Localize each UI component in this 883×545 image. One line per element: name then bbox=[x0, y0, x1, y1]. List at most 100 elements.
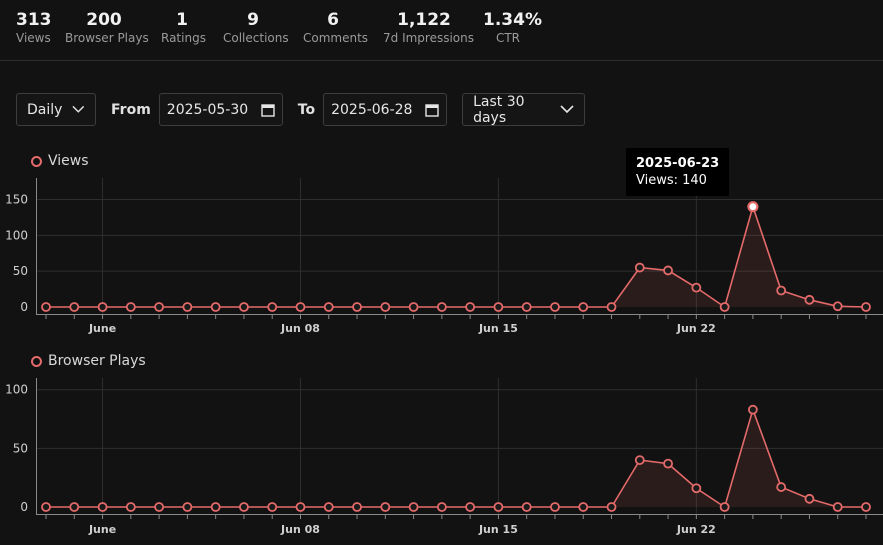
data-point[interactable] bbox=[804, 294, 815, 305]
views-chart[interactable]: 0 50 100 150 June Jun 08 Jun 15 Jun 22 bbox=[0, 170, 883, 345]
x-tick-label: June bbox=[88, 322, 116, 335]
series-area bbox=[46, 206, 866, 307]
data-point[interactable] bbox=[634, 455, 645, 465]
data-point[interactable] bbox=[352, 502, 362, 512]
data-point[interactable] bbox=[352, 302, 362, 312]
data-point[interactable] bbox=[832, 301, 843, 312]
data-point[interactable] bbox=[550, 502, 560, 512]
stat-value: 6 bbox=[327, 10, 339, 30]
data-point[interactable] bbox=[436, 302, 447, 312]
stat-views: 313 Views bbox=[10, 0, 54, 46]
x-tick-label: Jun 15 bbox=[478, 322, 518, 335]
data-point[interactable] bbox=[719, 302, 730, 312]
y-tick-label: 50 bbox=[13, 441, 28, 455]
calendar-icon[interactable] bbox=[425, 103, 439, 117]
from-date-input[interactable]: 2025-05-30 bbox=[158, 93, 283, 126]
data-point[interactable] bbox=[719, 502, 730, 512]
data-point[interactable] bbox=[267, 502, 278, 512]
data-point[interactable] bbox=[210, 302, 221, 312]
chart-controls: Daily From 2025-05-30 To 2025-06-28 Last… bbox=[16, 92, 586, 127]
data-point[interactable] bbox=[578, 302, 589, 312]
data-point[interactable] bbox=[747, 201, 759, 213]
data-point[interactable] bbox=[691, 282, 702, 293]
data-point[interactable] bbox=[521, 302, 532, 312]
data-point[interactable] bbox=[408, 502, 419, 512]
calendar-icon[interactable] bbox=[261, 103, 275, 117]
data-point[interactable] bbox=[41, 502, 51, 512]
data-point[interactable] bbox=[182, 502, 193, 512]
data-point[interactable] bbox=[125, 502, 136, 512]
data-point[interactable] bbox=[380, 502, 391, 512]
data-point[interactable] bbox=[436, 502, 447, 512]
data-point[interactable] bbox=[550, 302, 560, 312]
data-point[interactable] bbox=[747, 404, 758, 415]
from-date-value: 2025-05-30 bbox=[166, 101, 249, 118]
data-point[interactable] bbox=[493, 502, 504, 512]
x-tick-label: Jun 08 bbox=[280, 523, 320, 536]
browser-plays-chart[interactable]: 0 50 100 June Jun 08 Jun 15 Jun 22 bbox=[0, 370, 883, 545]
range-select[interactable]: Last 30 days bbox=[462, 93, 586, 126]
data-point[interactable] bbox=[323, 302, 334, 312]
stat-browser-plays: 200 Browser Plays bbox=[59, 0, 149, 46]
chevron-down-icon bbox=[72, 105, 85, 113]
stat-collections: 9 Collections bbox=[217, 0, 289, 46]
stat-value: 200 bbox=[86, 10, 122, 30]
y-tick-label: 150 bbox=[5, 193, 28, 207]
data-point[interactable] bbox=[41, 302, 51, 312]
data-point[interactable] bbox=[97, 502, 108, 512]
data-point[interactable] bbox=[663, 265, 673, 276]
data-point[interactable] bbox=[182, 302, 193, 312]
stat-ratings: 1 Ratings bbox=[155, 0, 209, 46]
data-point[interactable] bbox=[776, 482, 787, 492]
data-point[interactable] bbox=[861, 502, 871, 512]
data-point[interactable] bbox=[663, 458, 673, 469]
stat-value: 313 bbox=[16, 10, 52, 30]
data-point[interactable] bbox=[691, 483, 702, 494]
chevron-down-icon bbox=[560, 105, 574, 114]
interval-select[interactable]: Daily bbox=[16, 93, 96, 126]
y-tick-label: 100 bbox=[5, 228, 28, 242]
data-point[interactable] bbox=[465, 302, 476, 312]
data-point[interactable] bbox=[154, 302, 165, 312]
data-point[interactable] bbox=[69, 502, 80, 512]
views-legend[interactable]: Views bbox=[31, 153, 89, 169]
data-point[interactable] bbox=[861, 302, 871, 312]
data-point[interactable] bbox=[154, 502, 165, 512]
x-tick-label: June bbox=[88, 523, 116, 536]
data-point[interactable] bbox=[295, 302, 306, 312]
x-tick-label: Jun 08 bbox=[280, 322, 320, 335]
data-point[interactable] bbox=[69, 302, 80, 312]
x-tick-label: Jun 22 bbox=[676, 322, 716, 335]
data-point[interactable] bbox=[125, 302, 136, 312]
data-point[interactable] bbox=[521, 502, 532, 512]
data-point[interactable] bbox=[295, 502, 306, 512]
data-point[interactable] bbox=[606, 302, 617, 312]
data-point[interactable] bbox=[97, 302, 108, 312]
data-point[interactable] bbox=[465, 502, 476, 512]
data-point[interactable] bbox=[634, 262, 645, 273]
chart-tooltip: 2025-06-23 Views: 140 bbox=[626, 148, 730, 196]
x-tick-label: Jun 22 bbox=[676, 523, 716, 536]
data-point[interactable] bbox=[267, 302, 278, 312]
to-date-value: 2025-06-28 bbox=[331, 101, 413, 118]
to-date-input[interactable]: 2025-06-28 bbox=[323, 93, 448, 126]
data-point[interactable] bbox=[606, 502, 617, 512]
stat-label: Views bbox=[16, 31, 51, 45]
data-point[interactable] bbox=[380, 302, 391, 312]
y-tick-label: 100 bbox=[5, 383, 28, 397]
data-point[interactable] bbox=[804, 493, 815, 504]
data-point[interactable] bbox=[210, 502, 221, 512]
data-point[interactable] bbox=[239, 502, 249, 512]
data-point[interactable] bbox=[323, 502, 334, 512]
data-point[interactable] bbox=[493, 302, 504, 312]
data-point[interactable] bbox=[578, 502, 589, 512]
data-point[interactable] bbox=[776, 285, 787, 296]
data-point[interactable] bbox=[408, 302, 419, 312]
browser-plays-legend[interactable]: Browser Plays bbox=[31, 353, 146, 369]
y-tick-label: 50 bbox=[13, 264, 28, 278]
stat-value: 1.34% bbox=[483, 10, 542, 30]
legend-label: Browser Plays bbox=[48, 353, 146, 369]
stat-value: 1,122 bbox=[397, 10, 451, 30]
data-point[interactable] bbox=[832, 502, 843, 512]
data-point[interactable] bbox=[239, 302, 249, 312]
